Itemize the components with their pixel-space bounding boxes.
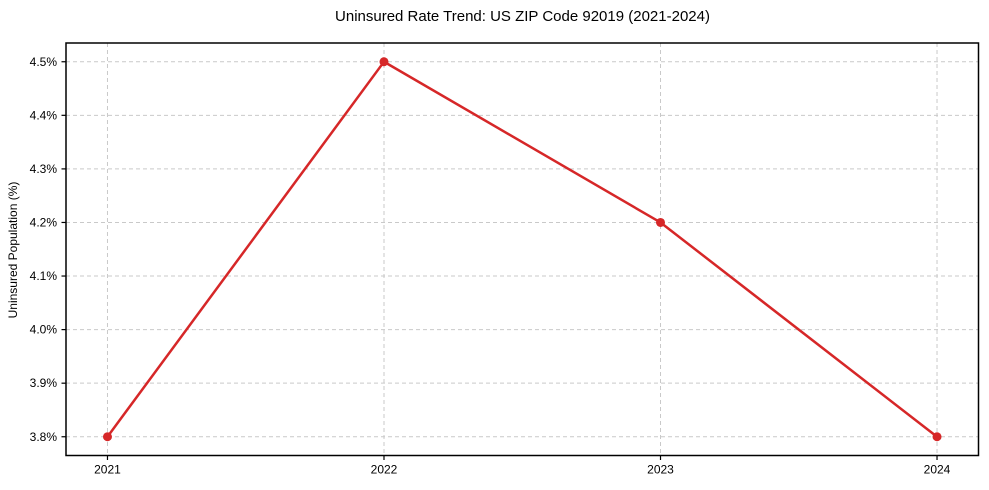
- chart-title: Uninsured Rate Trend: US ZIP Code 92019 …: [335, 8, 710, 25]
- x-tick-label: 2021: [94, 463, 121, 477]
- plot-border: [65, 42, 980, 457]
- data-line: [106, 60, 939, 438]
- y-tick-label: 3.8%: [30, 430, 58, 444]
- y-tick-label: 4.5%: [30, 55, 58, 69]
- data-point: [932, 432, 942, 442]
- x-tick-label: 2022: [371, 463, 398, 477]
- y-tick-label: 4.1%: [30, 269, 58, 283]
- data-point: [102, 432, 112, 442]
- x-tick-label: 2024: [924, 463, 951, 477]
- y-tick-label: 3.9%: [30, 376, 58, 390]
- y-tick-label: 4.3%: [30, 162, 58, 176]
- x-tick-label: 2023: [647, 463, 674, 477]
- y-tick-label: 4.0%: [30, 323, 58, 337]
- data-point: [379, 57, 389, 67]
- data-point: [656, 217, 666, 227]
- y-tick-label: 4.2%: [30, 215, 58, 229]
- y-tick-label: 4.4%: [30, 108, 58, 122]
